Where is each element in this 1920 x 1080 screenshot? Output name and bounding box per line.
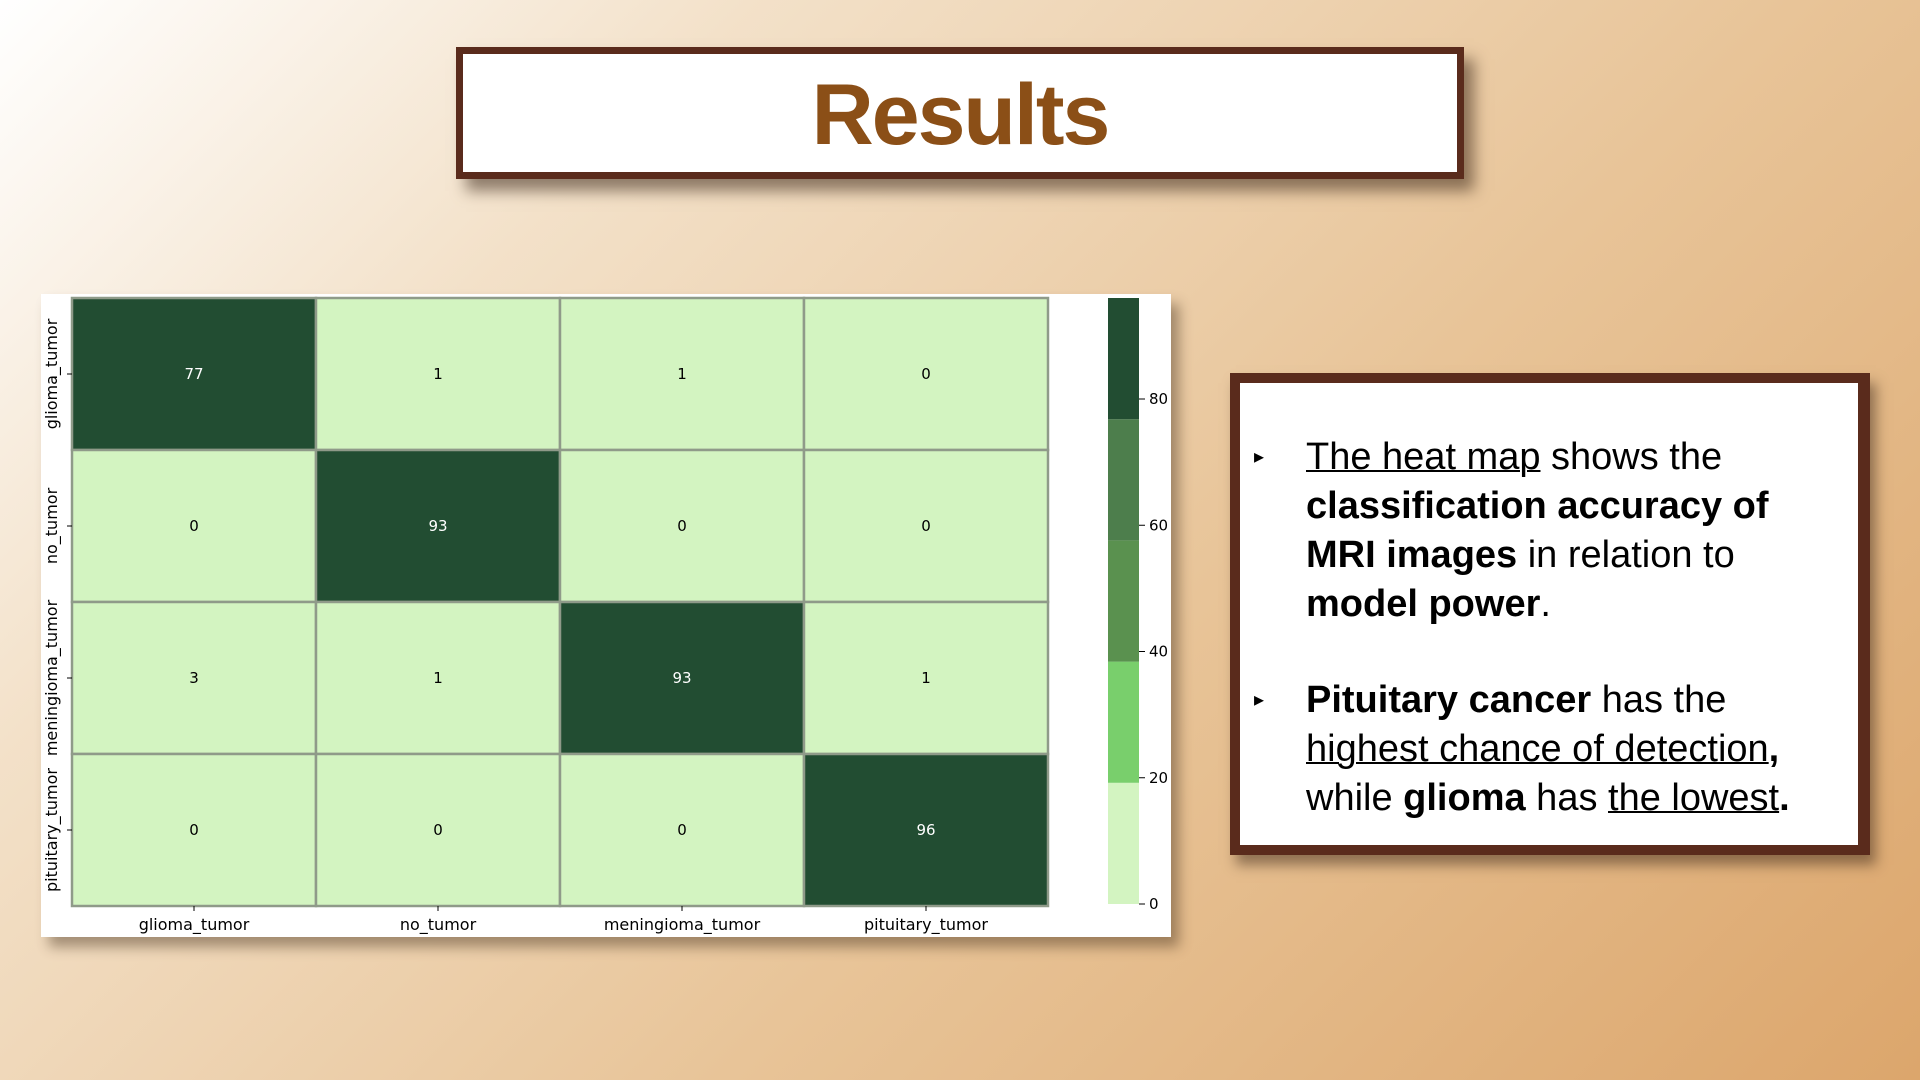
bullet-segment: shows the	[1540, 436, 1723, 478]
bullet-segment: in relation to	[1517, 534, 1735, 576]
bullet-segment: has	[1525, 777, 1609, 819]
bullet-segment: classification accuracy of MRI images	[1306, 485, 1769, 576]
heatmap-cell	[70, 448, 318, 604]
bullet-segment: ,	[1768, 728, 1780, 770]
cell-value-label: 93	[672, 669, 691, 687]
cell-value-label: 0	[433, 821, 443, 839]
cell-value-label: 1	[433, 365, 443, 383]
cell-value-label: 77	[184, 365, 203, 383]
colorbar-segment	[1108, 782, 1139, 904]
colorbar-tick-label: 40	[1149, 643, 1168, 661]
text-card: ▸ The heat map shows the classification …	[1230, 373, 1870, 855]
cell-value-label: 1	[921, 669, 931, 687]
bullet-marker: ▸	[1254, 689, 1265, 711]
x-tick-label: glioma_tumor	[139, 915, 250, 935]
cell-value-label: 0	[189, 821, 199, 839]
bullet-segment: highest chance of detection	[1306, 728, 1769, 770]
cell-value-label: 0	[677, 821, 687, 839]
bullet-segment: glioma	[1403, 777, 1526, 819]
colorbar-segment	[1108, 540, 1139, 662]
heatmap-cell	[802, 296, 1050, 452]
heatmap-cell	[558, 296, 806, 452]
cell-value-label: 0	[189, 517, 199, 535]
slide-title: Results	[811, 66, 1111, 163]
heatmap-cell	[70, 296, 318, 452]
colorbar-tick-label: 60	[1149, 516, 1168, 534]
cell-value-label: 93	[428, 517, 447, 535]
heatmap-cell	[314, 600, 562, 756]
heatmap-cell	[314, 296, 562, 452]
bullet-item: ▸ The heat map shows the classification …	[1254, 433, 1844, 629]
confusion-matrix-heatmap: 77 1 1 0 0 93 0 0 3 1 93 1 0 0 0 96 glioma_tumor no_tumor…	[42, 296, 1168, 935]
cell-value-label: 96	[916, 821, 935, 839]
text-card-inner: ▸ The heat map shows the classification …	[1240, 383, 1858, 845]
colorbar-tick-label: 20	[1149, 769, 1168, 787]
y-tick-label: glioma_tumor	[42, 318, 62, 429]
y-tick-label: meningioma_tumor	[42, 599, 62, 756]
heatmap-cell	[314, 752, 562, 908]
x-tick-label: pituitary_tumor	[864, 915, 988, 935]
bullet-segment: .	[1540, 583, 1551, 625]
cell-value-label: 0	[677, 517, 687, 535]
heatmap-card: 77 1 1 0 0 93 0 0 3 1 93 1 0 0 0 96 glioma_tumor no_tumor…	[41, 294, 1171, 937]
bullet-segment: The heat map	[1306, 436, 1541, 478]
bullet-segment: has the	[1591, 679, 1727, 721]
heatmap-cell	[802, 448, 1050, 604]
heatmap-cell	[70, 752, 318, 908]
bullet-text: Pituitary cancer has the highest chance …	[1306, 676, 1844, 823]
colorbar-segment	[1108, 661, 1139, 783]
bullet-segment: the lowest	[1608, 777, 1780, 819]
title-box: Results	[456, 47, 1464, 179]
y-tick-label: pituitary_tumor	[42, 768, 62, 892]
colorbar-segment	[1108, 298, 1139, 420]
cell-value-label: 0	[921, 517, 931, 535]
heatmap-cell	[802, 600, 1050, 756]
bullet-segment: .	[1779, 777, 1790, 819]
x-tick-label: no_tumor	[400, 915, 477, 935]
y-tick-label: no_tumor	[42, 487, 62, 564]
bullet-text: The heat map shows the classification ac…	[1306, 433, 1844, 629]
x-tick-label: meningioma_tumor	[604, 915, 761, 935]
colorbar-tick-label: 0	[1149, 895, 1159, 913]
colorbar-tick-label: 80	[1149, 390, 1168, 408]
heatmap-cell	[314, 448, 562, 604]
colorbar-segment	[1108, 419, 1139, 541]
bullet-segment: Pituitary cancer	[1306, 679, 1592, 721]
bullet-segment: while	[1306, 777, 1404, 819]
bullet-segment: model power	[1306, 583, 1541, 625]
cell-value-label: 1	[433, 669, 443, 687]
cell-value-label: 3	[189, 669, 199, 687]
bullet-marker: ▸	[1254, 446, 1265, 468]
heatmap-cell	[802, 752, 1050, 908]
cell-value-label: 1	[677, 365, 687, 383]
bullet-item: ▸ Pituitary cancer has the highest chanc…	[1254, 676, 1844, 823]
cell-value-label: 0	[921, 365, 931, 383]
